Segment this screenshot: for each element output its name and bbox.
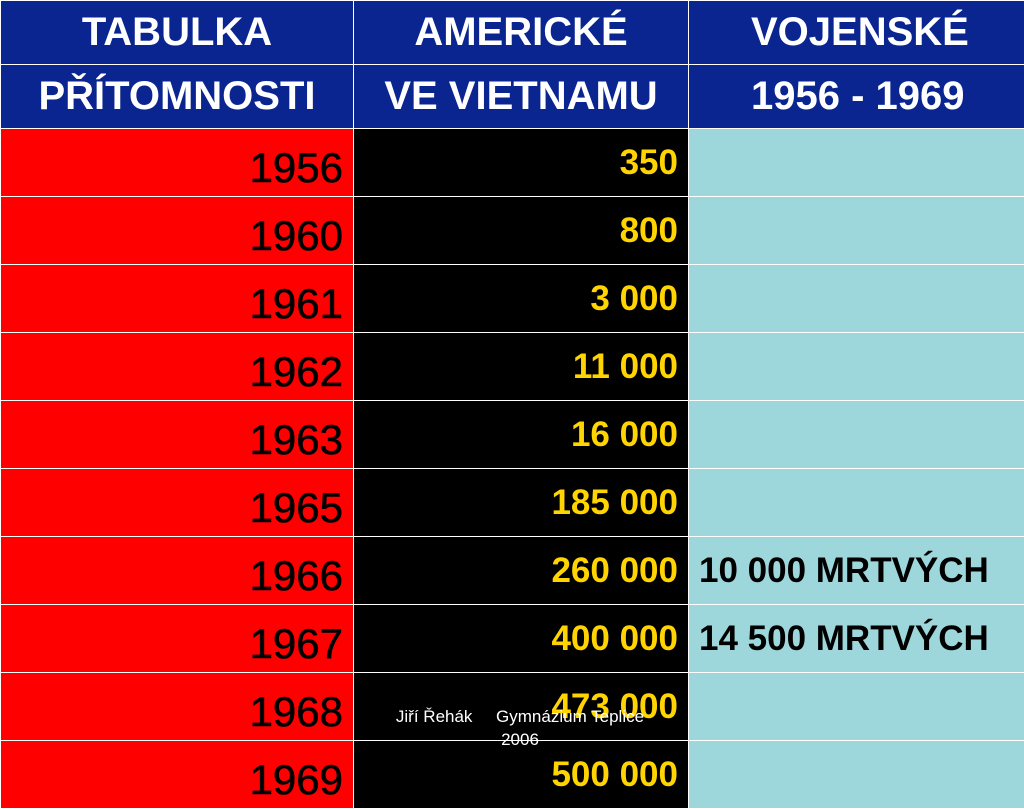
- slide-footer: Jiří Řehák Gymnázium Teplice 2006: [352, 705, 688, 751]
- table-row: 1967 400 000 14 500 MRTVÝCH: [1, 605, 1024, 673]
- troops-cell: 400 000: [354, 605, 689, 673]
- troops-cell: 16 000: [354, 401, 689, 469]
- troops-cell: 260 000: [354, 537, 689, 605]
- note-cell: [689, 673, 1024, 741]
- note-cell: [689, 333, 1024, 401]
- table-row: 1956 350: [1, 129, 1024, 197]
- header-row-2: PŘÍTOMNOSTI VE VIETNAMU 1956 - 1969: [1, 65, 1024, 129]
- table-row: 1966 260 000 10 000 MRTVÝCH: [1, 537, 1024, 605]
- table-row: 1960 800: [1, 197, 1024, 265]
- header-cell: PŘÍTOMNOSTI: [1, 65, 354, 129]
- year-cell: 1967: [1, 605, 354, 673]
- footer-year: 2006: [352, 728, 688, 751]
- note-cell: [689, 741, 1024, 809]
- header-cell: VOJENSKÉ: [689, 1, 1024, 65]
- troops-cell: 185 000: [354, 469, 689, 537]
- header-cell: TABULKA: [1, 1, 354, 65]
- header-row-1: TABULKA AMERICKÉ VOJENSKÉ: [1, 1, 1024, 65]
- note-cell: [689, 265, 1024, 333]
- header-cell: 1956 - 1969: [689, 65, 1024, 129]
- year-cell: 1965: [1, 469, 354, 537]
- note-cell: [689, 469, 1024, 537]
- year-cell: 1966: [1, 537, 354, 605]
- year-cell: 1960: [1, 197, 354, 265]
- table-row: 1962 11 000: [1, 333, 1024, 401]
- troops-cell: 800: [354, 197, 689, 265]
- note-cell: 14 500 MRTVÝCH: [689, 605, 1024, 673]
- note-cell: [689, 129, 1024, 197]
- table-row: 1961 3 000: [1, 265, 1024, 333]
- footer-author: Jiří Řehák Gymnázium Teplice: [352, 705, 688, 728]
- year-cell: 1963: [1, 401, 354, 469]
- troops-cell: 350: [354, 129, 689, 197]
- note-cell: 10 000 MRTVÝCH: [689, 537, 1024, 605]
- troops-cell: 3 000: [354, 265, 689, 333]
- table-row: 1965 185 000: [1, 469, 1024, 537]
- year-cell: 1968: [1, 673, 354, 741]
- year-cell: 1961: [1, 265, 354, 333]
- table-row: 1963 16 000: [1, 401, 1024, 469]
- year-cell: 1956: [1, 129, 354, 197]
- troops-cell: 11 000: [354, 333, 689, 401]
- note-cell: [689, 197, 1024, 265]
- header-cell: VE VIETNAMU: [354, 65, 689, 129]
- year-cell: 1962: [1, 333, 354, 401]
- year-cell: 1969: [1, 741, 354, 809]
- header-cell: AMERICKÉ: [354, 1, 689, 65]
- note-cell: [689, 401, 1024, 469]
